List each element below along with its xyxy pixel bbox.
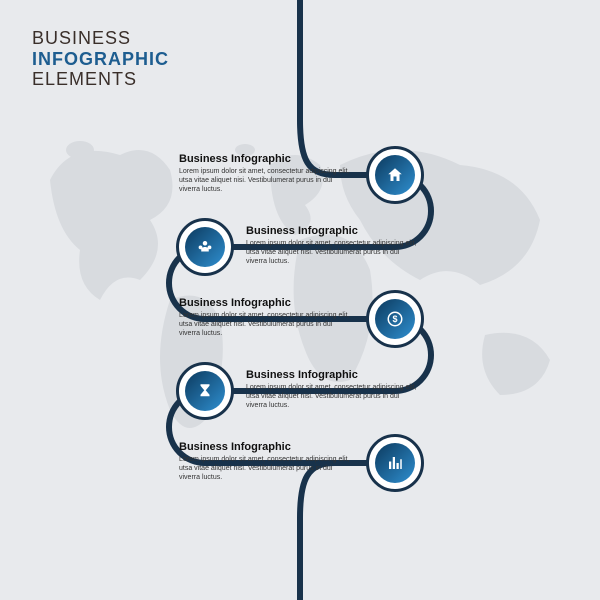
step-text-5: Business Infographic Lorem ipsum dolor si… (179, 441, 354, 482)
title-line-3: ELEMENTS (32, 69, 169, 90)
step-text-2: Business Infographic Lorem ipsum dolor si… (246, 225, 421, 266)
step-title: Business Infographic (179, 153, 354, 165)
step-body: Lorem ipsum dolor sit amet, consectetur … (179, 168, 354, 194)
home-icon (375, 155, 415, 195)
chart-icon (375, 443, 415, 483)
step-node-4 (176, 362, 234, 420)
step-node-1 (366, 146, 424, 204)
step-title: Business Infographic (246, 225, 421, 237)
people-icon (185, 227, 225, 267)
step-body: Lorem ipsum dolor sit amet, consectetur … (246, 384, 421, 410)
step-text-3: Business Infographic Lorem ipsum dolor si… (179, 297, 354, 338)
step-text-4: Business Infographic Lorem ipsum dolor si… (246, 369, 421, 410)
step-body: Lorem ipsum dolor sit amet, consectetur … (179, 456, 354, 482)
step-body: Lorem ipsum dolor sit amet, consectetur … (179, 312, 354, 338)
title-line-2: INFOGRAPHIC (32, 49, 169, 70)
step-node-3: $ (366, 290, 424, 348)
step-title: Business Infographic (246, 369, 421, 381)
step-node-2 (176, 218, 234, 276)
step-title: Business Infographic (179, 297, 354, 309)
dollar-icon: $ (375, 299, 415, 339)
step-title: Business Infographic (179, 441, 354, 453)
step-node-5 (366, 434, 424, 492)
title-block: BUSINESS INFOGRAPHIC ELEMENTS (32, 28, 169, 90)
step-text-1: Business Infographic Lorem ipsum dolor si… (179, 153, 354, 194)
title-line-1: BUSINESS (32, 28, 169, 49)
step-body: Lorem ipsum dolor sit amet, consectetur … (246, 240, 421, 266)
svg-text:$: $ (392, 314, 397, 324)
hourglass-icon (185, 371, 225, 411)
infographic-canvas: BUSINESS INFOGRAPHIC ELEMENTS Business I… (0, 0, 600, 600)
